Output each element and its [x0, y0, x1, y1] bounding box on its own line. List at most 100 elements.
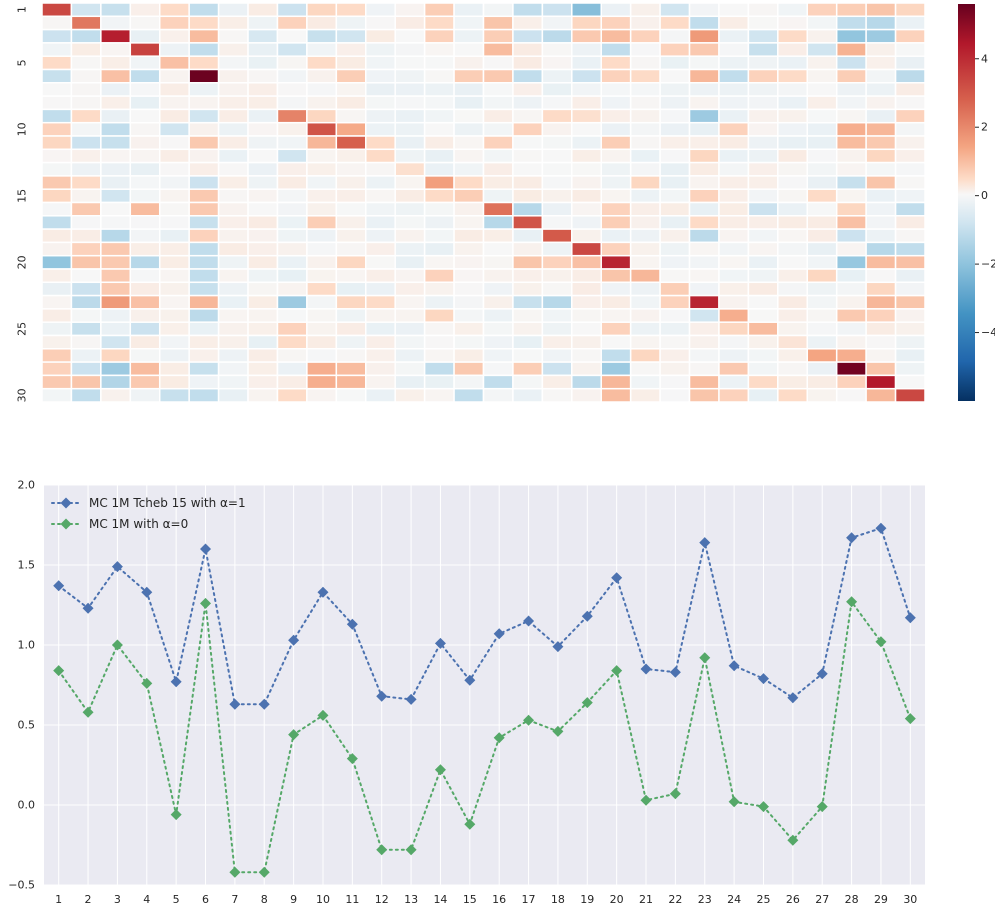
data-point — [258, 866, 270, 878]
heatmap-cell — [41, 161, 73, 177]
heatmap-cell — [188, 108, 220, 124]
heatmap-cell — [423, 68, 455, 84]
heatmap-cell — [600, 348, 632, 363]
heatmap-cell — [688, 281, 720, 297]
heatmap-cell — [129, 348, 161, 363]
heatmap-cell — [865, 121, 897, 137]
heatmap-cell — [777, 188, 809, 204]
heatmap-cell — [41, 201, 73, 217]
heatmap-cell — [158, 254, 190, 270]
heatmap-cell — [806, 334, 838, 350]
heatmap-cell — [306, 321, 338, 337]
heatmap-cell — [894, 42, 926, 57]
heatmap-cell — [865, 95, 897, 111]
heatmap-cell — [600, 108, 632, 124]
y-tick-label: 0.0 — [18, 799, 36, 812]
heatmap-cell — [777, 281, 809, 297]
heatmap-cell — [659, 228, 691, 244]
heatmap-cell — [718, 108, 750, 124]
heatmap-cell — [335, 281, 367, 297]
heatmap-cell — [394, 321, 426, 337]
heatmap-cell — [453, 121, 485, 137]
heatmap-cell — [423, 55, 455, 71]
heatmap-cell — [276, 55, 308, 71]
heatmap-cell — [894, 281, 926, 297]
heatmap-cell — [247, 241, 279, 257]
heatmap-cell — [865, 254, 897, 270]
heatmap-cell — [629, 95, 661, 111]
heatmap-cell — [718, 95, 750, 111]
heatmap-cell — [541, 308, 573, 323]
heatmap-cell — [217, 28, 249, 44]
heatmap-cell — [571, 254, 602, 270]
x-tick-label: 17 — [522, 893, 536, 906]
legend: MC 1M Tcheb 15 with α=1 MC 1M with α=0 — [51, 496, 246, 531]
data-point — [346, 618, 358, 630]
heatmap-cell — [70, 175, 102, 190]
heatmap-cell — [482, 201, 514, 217]
heatmap-cell — [365, 95, 396, 111]
heatmap-cell — [777, 68, 809, 84]
heatmap-cell — [453, 201, 485, 217]
heatmap-cell — [659, 268, 691, 284]
heatmap-cell — [659, 55, 691, 71]
heatmap-cell — [865, 228, 897, 244]
heatmap-cell — [188, 308, 220, 323]
heatmap-cell — [129, 135, 161, 151]
data-point — [376, 844, 388, 856]
heatmap-cell — [394, 268, 426, 284]
data-point — [258, 698, 270, 710]
heatmap-cell — [453, 374, 485, 390]
heatmap-cell — [394, 201, 426, 217]
data-point — [816, 801, 828, 813]
heatmap-cell — [747, 188, 779, 204]
heatmap-cell — [276, 228, 308, 244]
heatmap-cell — [247, 374, 279, 390]
heatmap-y-tick-label: 1 — [16, 6, 29, 13]
heatmap-cell — [806, 121, 838, 137]
heatmap-cell — [276, 374, 308, 390]
heatmap-cell — [777, 2, 809, 18]
heatmap-cell — [70, 254, 102, 270]
heatmap-cell — [365, 175, 396, 190]
heatmap-cell — [306, 95, 338, 111]
data-point — [288, 634, 300, 646]
heatmap-cell — [100, 108, 132, 124]
heatmap-cell — [894, 68, 926, 84]
heatmap-cell — [835, 15, 867, 31]
heatmap-cell — [41, 294, 73, 310]
heatmap-cell — [482, 294, 514, 310]
heatmap-cell — [865, 2, 897, 18]
heatmap-cell — [276, 387, 308, 403]
heatmap-cell — [306, 374, 338, 390]
heatmap-cell — [865, 348, 897, 363]
heatmap-cell — [659, 15, 691, 31]
data-point — [346, 753, 358, 765]
heatmap-cell — [894, 241, 926, 257]
heatmap-cell — [512, 161, 544, 177]
heatmap-cell — [688, 201, 720, 217]
heatmap-cell — [512, 374, 544, 390]
heatmap-cell — [659, 241, 691, 257]
heatmap-cell — [894, 361, 926, 377]
heatmap-cell — [41, 348, 73, 363]
heatmap-cell — [276, 201, 308, 217]
heatmap-cell — [100, 294, 132, 310]
x-tick-label: 8 — [261, 893, 268, 906]
heatmap-cell — [276, 254, 308, 270]
heatmap-cell — [894, 95, 926, 111]
heatmap-cell — [659, 374, 691, 390]
heatmap-cell — [188, 348, 220, 363]
heatmap-cell — [806, 15, 838, 31]
heatmap-cell — [129, 148, 161, 164]
heatmap-cell — [865, 268, 897, 284]
heatmap-cell — [777, 334, 809, 350]
heatmap-cell — [276, 348, 308, 363]
heatmap-cell — [188, 228, 220, 244]
data-point — [170, 809, 182, 821]
heatmap-cell — [747, 201, 779, 217]
heatmap-cell — [482, 228, 514, 244]
heatmap-cell — [70, 2, 102, 18]
heatmap-cell — [541, 348, 573, 363]
